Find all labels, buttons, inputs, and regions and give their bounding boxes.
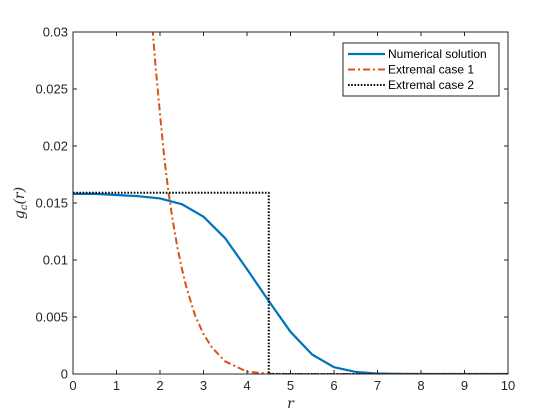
y-axis-label: gc(r) [12, 187, 30, 219]
series-line-2 [151, 32, 508, 374]
y-tick-label: 0.015 [35, 196, 68, 211]
y-tick-label: 0.02 [43, 139, 68, 154]
y-axis-ticks: 0 0.005 0.01 0.015 0.02 0.025 0.03 [35, 25, 508, 382]
legend: Numerical solution Extremal case 1Extrema… [342, 42, 500, 97]
x-tick-label: 2 [156, 378, 163, 393]
y-tick-label: 0.01 [43, 253, 68, 268]
x-tick-label: 4 [243, 378, 250, 393]
y-tick-label: 0 [61, 367, 68, 382]
x-tick-label: 7 [374, 378, 381, 393]
x-tick-label: 8 [417, 378, 424, 393]
y-tick-label: 0.005 [35, 310, 68, 325]
y-tick-label: 0.025 [35, 82, 68, 97]
legend-label-2: Extremal case 1 [388, 63, 474, 77]
x-tick-label: 10 [501, 378, 515, 393]
series-line-3 [73, 191, 508, 374]
legend-label-1: Numerical solution [388, 47, 487, 61]
x-tick-label: 5 [287, 378, 294, 393]
x-tick-label: 1 [113, 378, 120, 393]
x-tick-label: 3 [200, 378, 207, 393]
x-axis-ticks: 0 1 2 3 4 5 6 7 8 9 10 [69, 32, 515, 393]
y-tick-label: 0.03 [43, 25, 68, 40]
x-tick-label: 0 [69, 378, 76, 393]
x-tick-label: 6 [330, 378, 337, 393]
x-tick-label: 9 [461, 378, 468, 393]
x-axis-label: r [287, 396, 295, 412]
legend-label-3: Extremal case 2 [388, 78, 474, 92]
